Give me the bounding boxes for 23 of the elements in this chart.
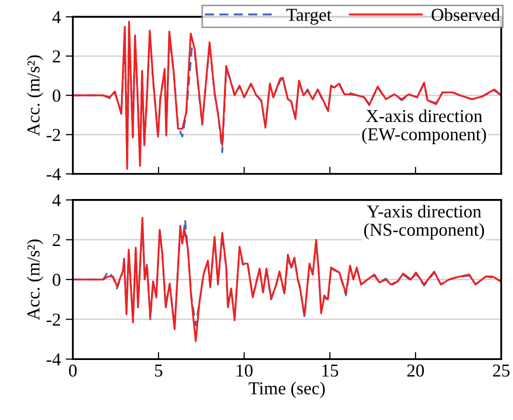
y-axis-title: Acc. (m/s²) [26,239,44,320]
y-tick-label: 0 [52,274,60,286]
x-tick-label: 5 [155,364,162,377]
y-tick-label: 4 [52,194,61,206]
x-tick-label: 10 [236,364,253,377]
y-tick-label: -4 [46,353,61,366]
y-tick-label: 2 [52,50,60,62]
y-axis-title: Acc. (m/s²) [26,55,44,136]
legend-label: Observed [432,8,500,21]
x-tick-label: 15 [322,364,338,377]
x-tick-label: 25 [492,364,510,377]
annotation: X-axis direction (EW-component) [362,109,486,144]
y-tick-label: -4 [46,168,61,180]
y-tick-label: 0 [52,90,60,102]
y-tick-label: -2 [46,128,60,141]
y-tick-label: 4 [52,11,61,24]
y-tick-label: -2 [46,314,60,326]
x-tick-label: 20 [407,364,424,377]
y-tick-label: 2 [52,234,60,246]
x-axis-title: Time (sec) [248,382,325,398]
annotation: Y-axis direction (NS-component) [364,204,484,240]
x-tick-label: 0 [69,364,77,377]
legend-label: Target [286,8,332,25]
